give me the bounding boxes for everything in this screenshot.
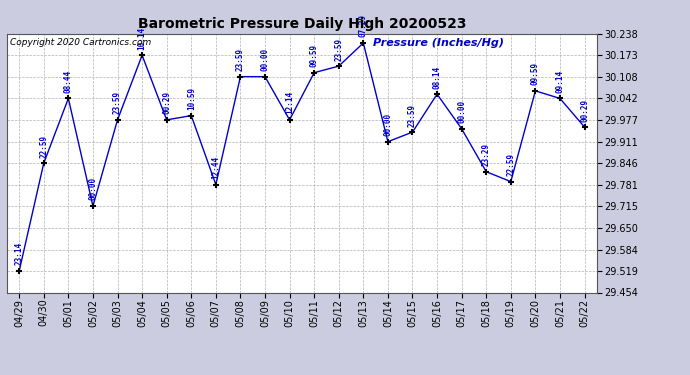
Text: 08:44: 08:44 — [64, 70, 73, 93]
Text: 00:00: 00:00 — [88, 177, 97, 201]
Title: Barometric Pressure Daily High 20200523: Barometric Pressure Daily High 20200523 — [137, 17, 466, 31]
Text: 00:29: 00:29 — [162, 91, 171, 114]
Text: 07:29: 07:29 — [359, 14, 368, 38]
Text: 10:14: 10:14 — [137, 27, 146, 50]
Text: 12:44: 12:44 — [211, 156, 220, 179]
Text: 22:59: 22:59 — [506, 153, 515, 176]
Text: 12:14: 12:14 — [285, 91, 294, 114]
Text: 23:59: 23:59 — [408, 104, 417, 126]
Text: 23:59: 23:59 — [334, 38, 343, 60]
Text: 09:59: 09:59 — [531, 62, 540, 85]
Text: 23:59: 23:59 — [113, 91, 122, 114]
Text: 23:29: 23:29 — [482, 143, 491, 166]
Text: 10:59: 10:59 — [187, 87, 196, 110]
Text: 09:14: 09:14 — [555, 70, 564, 93]
Text: 00:00: 00:00 — [384, 113, 393, 136]
Text: 22:59: 22:59 — [39, 135, 48, 158]
Text: Copyright 2020 Cartronics.com: Copyright 2020 Cartronics.com — [10, 38, 151, 46]
Text: 23:14: 23:14 — [14, 242, 23, 266]
Text: 00:29: 00:29 — [580, 99, 589, 122]
Text: 08:14: 08:14 — [433, 66, 442, 88]
Text: Pressure (Inches/Hg): Pressure (Inches/Hg) — [373, 38, 504, 48]
Text: 09:59: 09:59 — [310, 44, 319, 67]
Text: 00:00: 00:00 — [457, 100, 466, 123]
Text: 23:59: 23:59 — [236, 48, 245, 71]
Text: 00:00: 00:00 — [261, 48, 270, 71]
